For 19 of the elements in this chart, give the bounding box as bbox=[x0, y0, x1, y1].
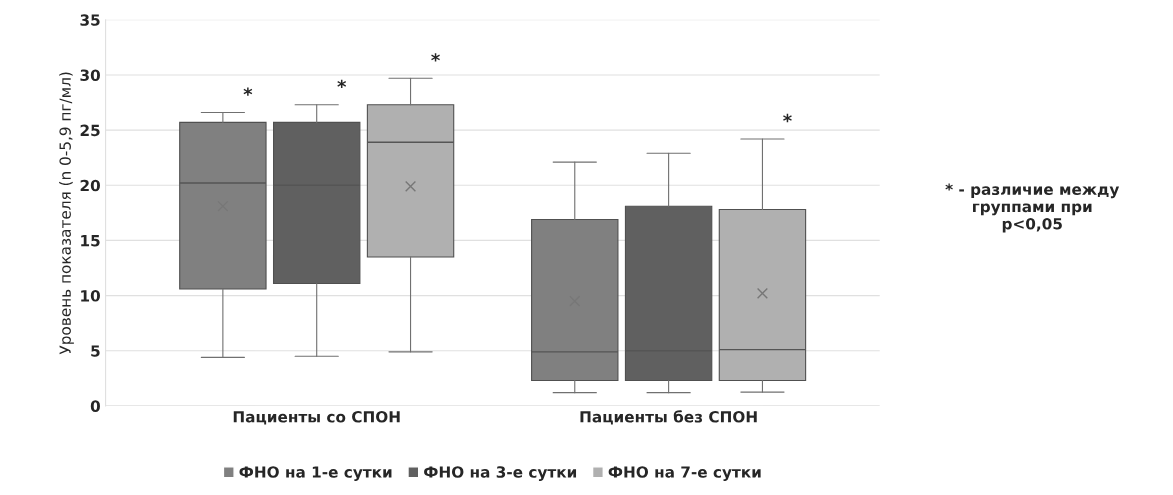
y-tick-label: 5 bbox=[91, 345, 100, 357]
y-tick-label: 15 bbox=[81, 235, 100, 247]
legend-label: ФНО на 7-е сутки bbox=[608, 466, 761, 481]
y-axis-title: Уровень показателя (n 0-5,9 пг/мл) bbox=[59, 72, 74, 355]
y-tick-label: 10 bbox=[81, 290, 100, 302]
x-tick-label: Пациенты без СПОН bbox=[580, 410, 757, 425]
x-tick-label: Пациенты со СПОН bbox=[233, 411, 400, 425]
legend-label: ФНО на 3-е сутки bbox=[424, 466, 577, 481]
y-tick-label: 25 bbox=[80, 124, 100, 137]
annotation: * bbox=[243, 87, 253, 96]
legend-label: ФНО на 1-е сутки bbox=[239, 466, 392, 481]
annotation: * bbox=[783, 113, 792, 123]
y-tick-label: 35 bbox=[80, 14, 100, 26]
y-tick-label: 0 bbox=[90, 400, 100, 412]
annotation: * bbox=[431, 53, 440, 62]
annotation: * bbox=[337, 79, 347, 89]
y-tick-label: 30 bbox=[80, 69, 100, 81]
text: * - различие между группами при p<0,05 bbox=[945, 183, 1120, 233]
y-tick-label: 20 bbox=[80, 179, 100, 192]
